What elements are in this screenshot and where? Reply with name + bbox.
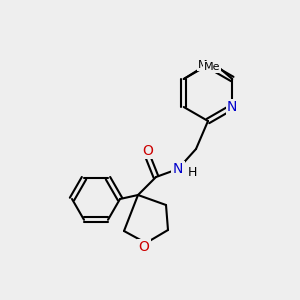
Text: O: O: [139, 240, 149, 254]
Text: N: N: [227, 100, 237, 114]
Text: Me: Me: [198, 60, 214, 70]
Text: O: O: [142, 144, 153, 158]
Text: N: N: [173, 162, 183, 176]
Text: Me: Me: [204, 62, 220, 72]
Text: H: H: [187, 166, 197, 178]
